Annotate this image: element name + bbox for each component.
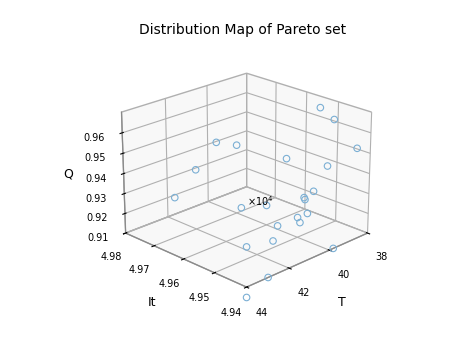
Title: Distribution Map of Pareto set: Distribution Map of Pareto set [139, 23, 346, 37]
Y-axis label: It: It [147, 296, 156, 309]
X-axis label: T: T [337, 296, 346, 309]
